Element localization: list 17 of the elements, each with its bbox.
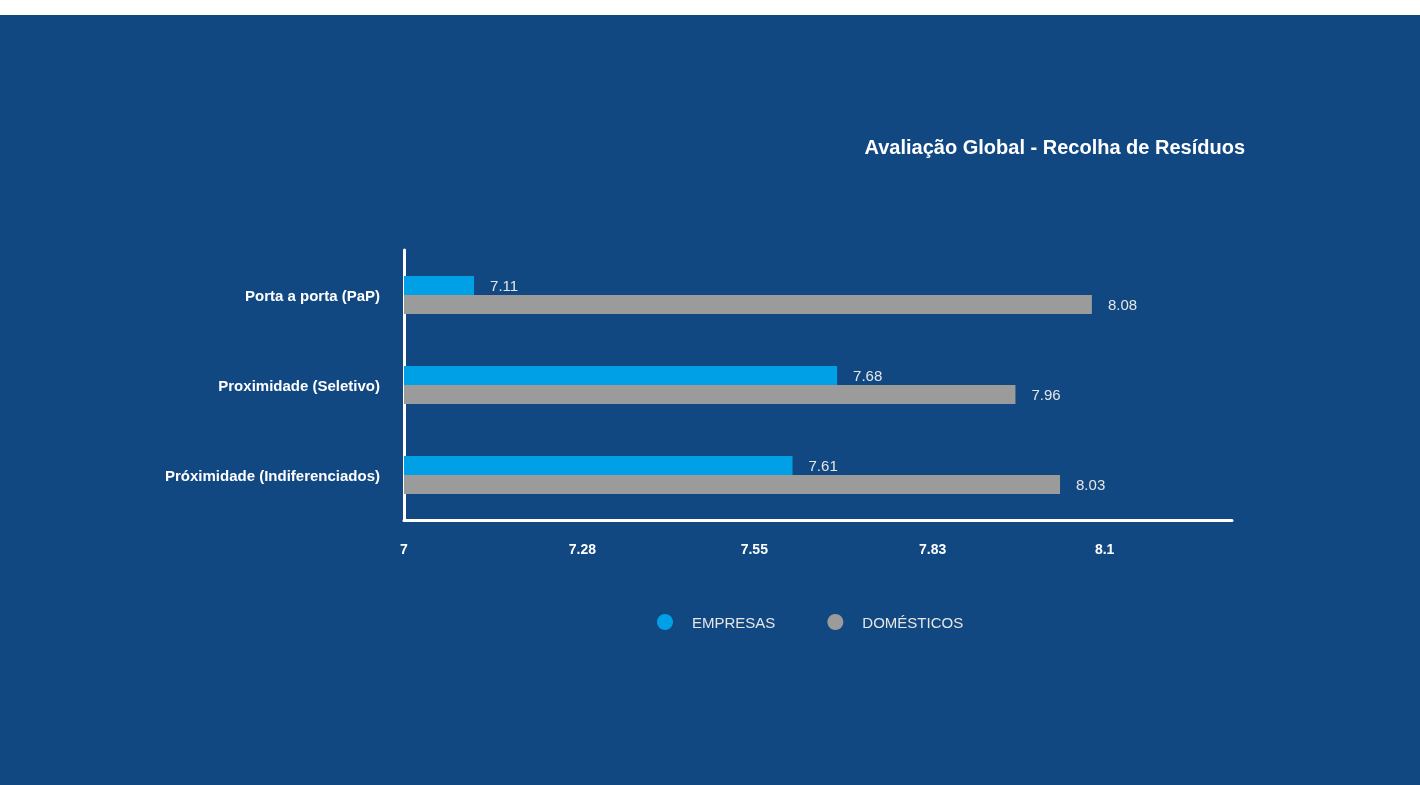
legend-label: EMPRESAS xyxy=(692,613,776,631)
x-tick-label: 7.28 xyxy=(568,541,597,557)
x-tick-label: 7.83 xyxy=(919,541,947,557)
y-tick-label: Próximidade (Indiferenciados) xyxy=(164,466,380,484)
y-tick-label: Proximidade (Seletivo) xyxy=(218,376,380,394)
x-tick-label: 7 xyxy=(400,541,409,557)
data-label: 7.11 xyxy=(490,277,519,294)
x-tick-label: 8.1 xyxy=(1094,541,1115,557)
chart-title: Avaliação Global - Recolha de Resíduos xyxy=(864,136,1246,158)
data-label: 8.03 xyxy=(1076,476,1106,493)
data-label: 7.61 xyxy=(808,457,838,474)
x-tick-label: 7.55 xyxy=(740,541,769,557)
legend-label: DOMÉSTICOS xyxy=(862,613,964,631)
data-label: 7.96 xyxy=(1031,386,1061,403)
y-tick-label: Porta a porta (PaP) xyxy=(244,286,380,304)
data-label: 8.08 xyxy=(1107,296,1138,313)
data-label: 7.68 xyxy=(853,367,883,384)
